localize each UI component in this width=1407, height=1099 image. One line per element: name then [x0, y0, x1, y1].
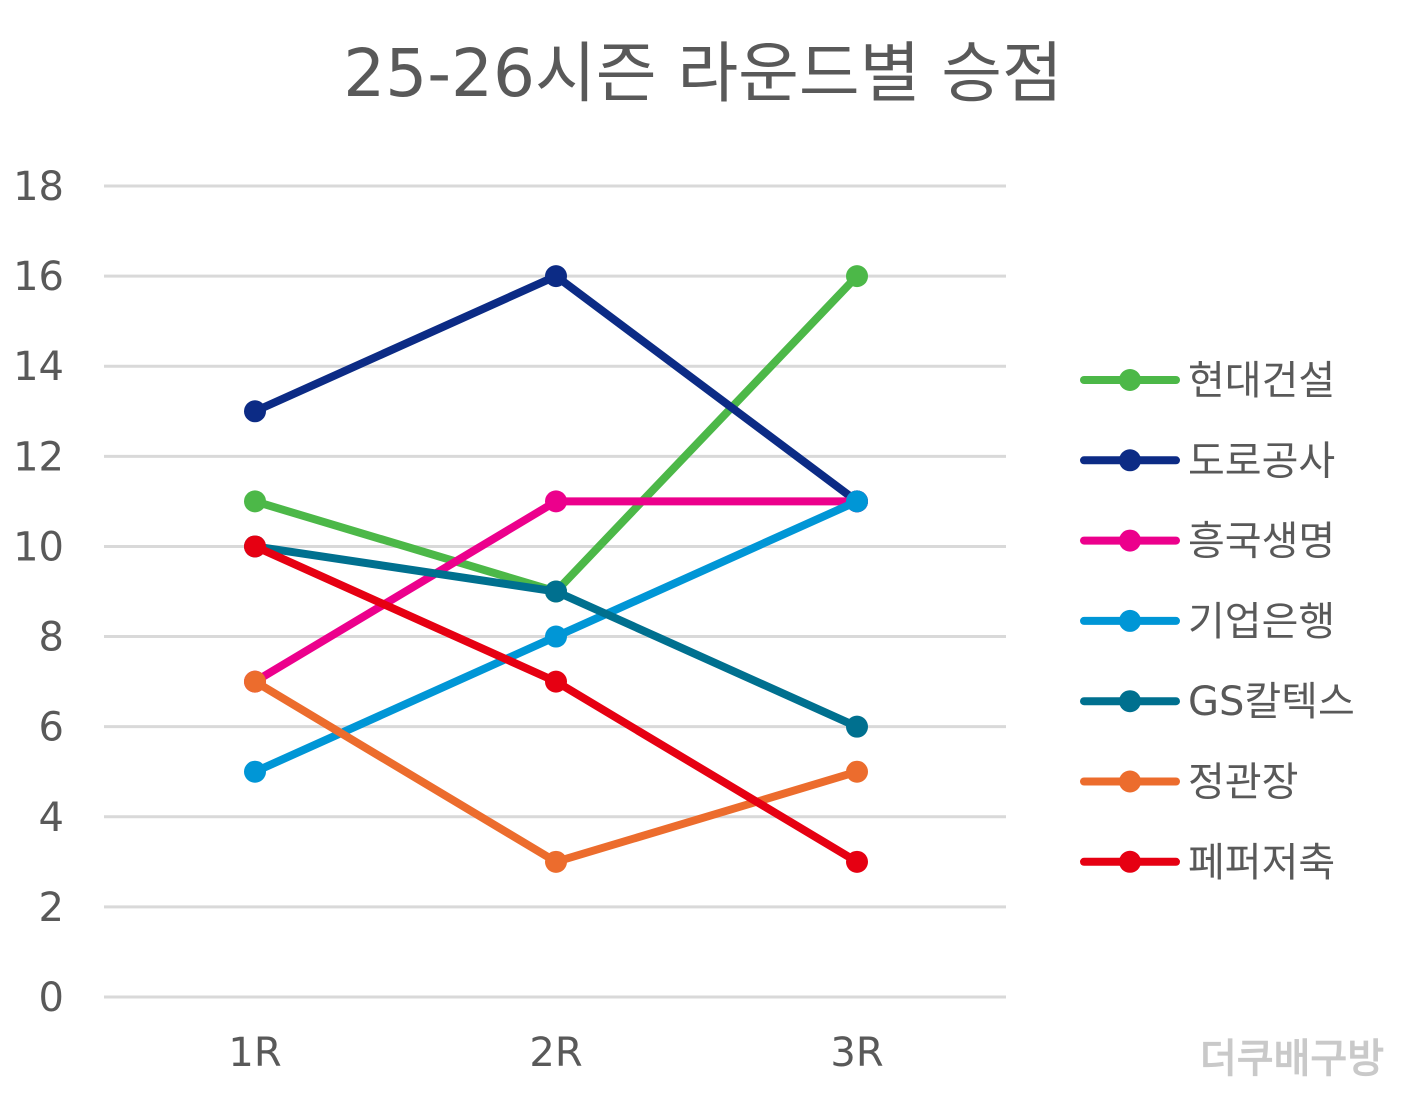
- legend-item: 현대건설: [1080, 358, 1335, 404]
- legend-item: GS칼텍스: [1080, 679, 1355, 725]
- y-axis-ticks: 0 2 4 6 8 10 12 14 16 18: [13, 164, 64, 1021]
- legend-label: 정관장: [1188, 760, 1298, 806]
- legend-marker: [1119, 770, 1141, 793]
- series-2: [244, 265, 868, 513]
- y-tick-label: 16: [13, 254, 64, 300]
- y-tick-label: 18: [13, 164, 64, 210]
- x-axis-ticks: 1R 2R 3R: [228, 1030, 883, 1076]
- x-tick-label: 1R: [228, 1030, 281, 1076]
- y-tick-label: 0: [39, 975, 64, 1021]
- data-point: [846, 265, 868, 288]
- y-tick-label: 12: [13, 434, 64, 480]
- x-tick-label: 2R: [529, 1030, 582, 1076]
- legend-item: 페퍼저축: [1080, 840, 1335, 886]
- data-point: [846, 850, 868, 873]
- data-point: [244, 400, 266, 423]
- data-point: [846, 490, 868, 513]
- data-point: [545, 625, 567, 648]
- legend-item: 도로공사: [1080, 438, 1335, 484]
- data-point: [244, 760, 266, 783]
- y-tick-label: 2: [39, 885, 64, 931]
- chart-title: 25-26시즌 라운드별 승점: [343, 35, 1063, 112]
- legend-item: 흥국생명: [1080, 519, 1335, 565]
- series-lines: [244, 265, 868, 873]
- legend-marker: [1119, 609, 1141, 632]
- data-point: [545, 580, 567, 603]
- series-1: [244, 265, 868, 603]
- y-tick-label: 10: [13, 524, 64, 570]
- series-6: [244, 670, 868, 873]
- data-point: [545, 265, 567, 288]
- series-line: [251, 272, 861, 506]
- data-point: [545, 850, 567, 873]
- legend-label: 기업은행: [1188, 599, 1335, 645]
- legend-marker: [1119, 449, 1141, 472]
- series-line: [251, 677, 861, 866]
- legend-label: 흥국생명: [1188, 519, 1335, 565]
- data-point: [244, 490, 266, 513]
- series-7: [244, 535, 868, 873]
- legend-marker: [1119, 690, 1141, 713]
- y-tick-label: 4: [39, 795, 64, 841]
- legend-label: 페퍼저축: [1188, 840, 1335, 886]
- legend-marker: [1119, 529, 1141, 552]
- legend-label: GS칼텍스: [1188, 679, 1355, 725]
- y-tick-label: 6: [39, 705, 64, 751]
- watermark: 더쿠배구방: [1200, 1036, 1384, 1082]
- data-point: [846, 760, 868, 783]
- y-tick-label: 8: [39, 615, 64, 661]
- series-4: [244, 490, 868, 783]
- x-tick-label: 3R: [830, 1030, 883, 1076]
- data-point: [244, 670, 266, 693]
- data-point: [846, 715, 868, 738]
- y-tick-label: 14: [13, 344, 64, 390]
- legend-label: 도로공사: [1188, 438, 1335, 484]
- data-point: [545, 490, 567, 513]
- legend-marker: [1119, 850, 1141, 873]
- legend-label: 현대건설: [1188, 358, 1335, 404]
- data-point: [545, 670, 567, 693]
- legend-marker: [1119, 369, 1141, 391]
- legend-item: 기업은행: [1080, 599, 1335, 645]
- legend-item: 정관장: [1080, 760, 1298, 806]
- data-point: [244, 535, 266, 558]
